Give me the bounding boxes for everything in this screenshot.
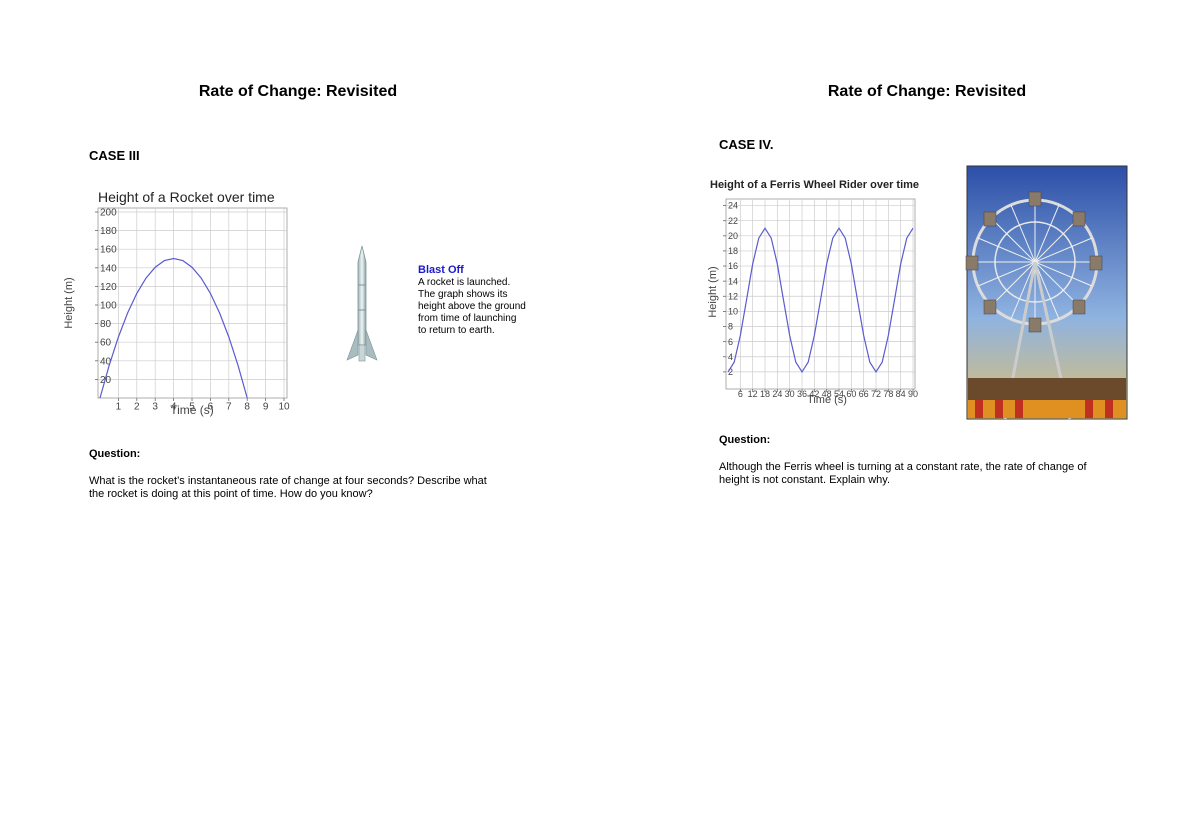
y-tick-label: 140: [100, 263, 117, 274]
x-tick-label: 72: [871, 389, 881, 399]
y-tick-label: 200: [100, 208, 117, 219]
x-tick-label: 78: [883, 389, 893, 399]
y-tick-label: 12: [728, 291, 738, 301]
x-tick-label: 10: [278, 402, 290, 413]
x-tick-label: 54: [834, 389, 844, 399]
y-tick-label: 180: [100, 226, 117, 237]
question-text: Although the Ferris wheel is turning at …: [719, 461, 1087, 486]
y-tick-label: 10: [728, 307, 738, 317]
caption-text: A rocket is launched. The graph shows it…: [418, 277, 526, 336]
x-tick-label: 36: [797, 389, 807, 399]
question-text: What is the rocket’s instantaneous rate …: [89, 475, 487, 500]
y-tick-label: 160: [100, 245, 117, 256]
x-tick-label: 30: [785, 389, 795, 399]
y-tick-label: 22: [728, 216, 738, 226]
y-tick-label: 14: [728, 276, 738, 286]
y-tick-label: 60: [100, 338, 112, 349]
x-tick-label: 9: [263, 402, 269, 413]
y-tick-label: 2: [728, 367, 733, 377]
x-tick-label: 1: [116, 402, 122, 413]
x-tick-label: 42: [809, 389, 819, 399]
page-title: Rate of Change: Revisited: [827, 83, 1027, 100]
y-tick-label: 120: [100, 282, 117, 293]
question-label: Question:: [89, 448, 141, 460]
chart-title: Height of a Ferris Wheel Rider over time: [710, 179, 919, 191]
x-tick-label: 5: [189, 402, 195, 413]
y-tick-label: 4: [728, 352, 733, 362]
case-label: CASE III: [89, 148, 140, 163]
ferris-wheel-photo: [965, 165, 1128, 420]
y-tick-label: 20: [728, 231, 738, 241]
x-tick-label: 2: [134, 402, 140, 413]
x-tick-label: 4: [171, 402, 177, 413]
x-tick-label: 60: [846, 389, 856, 399]
x-tick-label: 7: [226, 402, 232, 413]
x-tick-label: 6: [738, 389, 743, 399]
y-tick-label: 6: [728, 337, 733, 347]
caption-title: Blast Off: [418, 264, 464, 276]
x-tick-label: 66: [859, 389, 869, 399]
x-tick-label: 18: [760, 389, 770, 399]
case-label: CASE IV.: [719, 137, 774, 152]
plot-area: [97, 207, 288, 399]
x-tick-label: 6: [208, 402, 214, 413]
x-tick-label: 48: [822, 389, 832, 399]
page-title: Rate of Change: Revisited: [198, 83, 398, 100]
y-axis-label: Height (m): [63, 277, 75, 328]
plot-area: [725, 198, 916, 390]
y-tick-label: 8: [728, 322, 733, 332]
x-axis-label: Time (s): [170, 403, 214, 417]
y-axis-label: Height (m): [707, 266, 719, 317]
x-tick-label: 90: [908, 389, 918, 399]
x-axis-label: Time (s): [807, 394, 847, 406]
data-line: [727, 227, 914, 374]
y-tick-label: 40: [100, 356, 112, 367]
y-tick-label: 24: [728, 201, 738, 211]
y-tick-label: 100: [100, 301, 117, 312]
question-label: Question:: [719, 434, 771, 446]
rocket-illustration: [346, 245, 378, 362]
y-tick-label: 20: [100, 375, 112, 386]
x-tick-label: 12: [748, 389, 758, 399]
x-tick-label: 8: [244, 402, 250, 413]
x-tick-label: 3: [152, 402, 158, 413]
x-tick-label: 84: [896, 389, 906, 399]
data-line: [99, 257, 248, 399]
y-tick-label: 16: [728, 261, 738, 271]
y-tick-label: 80: [100, 319, 112, 330]
x-tick-label: 24: [772, 389, 782, 399]
y-tick-label: 18: [728, 246, 738, 256]
chart-title: Height of a Rocket over time: [98, 189, 275, 205]
